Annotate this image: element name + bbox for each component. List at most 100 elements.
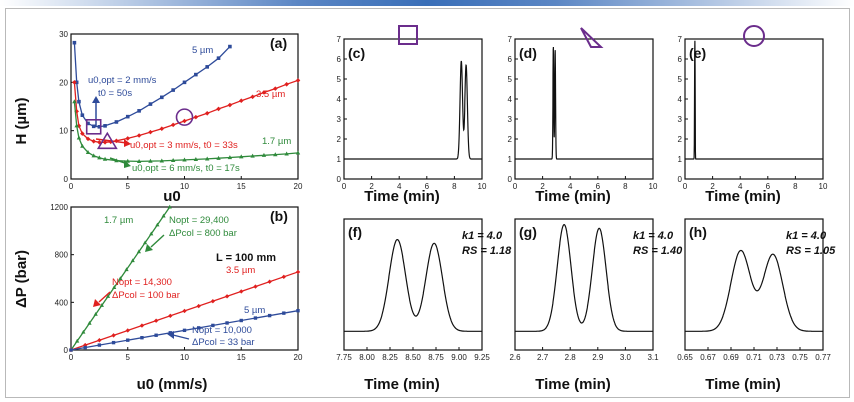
data-point xyxy=(239,289,244,294)
data-point xyxy=(140,336,144,340)
y-tick-label: 7 xyxy=(508,35,513,44)
x-tick-label: 0.69 xyxy=(723,353,739,362)
x-tick-label: 8.50 xyxy=(405,353,421,362)
data-point xyxy=(182,328,187,333)
rs-label-f: RS = 1.18 xyxy=(462,245,512,257)
data-point xyxy=(97,155,102,160)
x-tick-label: 8 xyxy=(793,182,798,191)
nopt-17um: Nopt = 29,400 xyxy=(169,215,229,226)
y-axis-label-b: ΔP (bar) xyxy=(13,250,30,308)
data-point xyxy=(159,158,164,163)
x-tick-label: 0 xyxy=(513,182,518,191)
x-tick-label: 6 xyxy=(425,182,430,191)
circle-symbol-icon xyxy=(743,25,765,47)
data-point xyxy=(282,311,286,315)
data-point xyxy=(86,121,90,126)
x-axis-label-e: Time (min) xyxy=(705,188,781,205)
data-point xyxy=(148,129,153,135)
chart-b: 0 5 10 15 20 0 400 800 1200 (b) ΔP (bar) u0 (mm/… xyxy=(13,203,303,393)
data-point xyxy=(91,153,96,158)
data-point xyxy=(76,135,82,140)
x-tick-label: 8.00 xyxy=(359,353,375,362)
panel-label-h: (h) xyxy=(689,224,707,240)
y-tick-label: 0 xyxy=(64,346,69,355)
t0-5um-label: t0 = 50s xyxy=(98,88,132,99)
header-gradient-bar xyxy=(0,0,854,6)
data-point xyxy=(210,299,216,304)
figure-panel: 0 5 10 15 20 0 10 20 30 (a) H (µm) u0 5 µm 3.5 µ… xyxy=(5,8,850,398)
x-tick-label: 15 xyxy=(237,182,246,191)
arrow-35um-head xyxy=(124,139,131,147)
arrow-b-17um xyxy=(150,234,165,248)
x-axis-label-b: u0 (mm/s) xyxy=(137,376,208,393)
data-point xyxy=(211,323,215,328)
data-point xyxy=(267,279,272,284)
data-point xyxy=(281,274,287,280)
data-point xyxy=(93,311,98,316)
data-point xyxy=(85,136,91,142)
data-point xyxy=(136,158,142,163)
chromatogram-trace-f xyxy=(344,239,482,332)
y-tick-label: 30 xyxy=(59,30,68,39)
data-point xyxy=(72,40,77,45)
axes-frame-g xyxy=(514,218,654,351)
data-point xyxy=(136,249,141,254)
y-tick-label: 2 xyxy=(678,135,683,144)
panel-label-e: (e) xyxy=(689,45,706,61)
data-point xyxy=(261,90,267,95)
x-axis-label-f: Time (min) xyxy=(364,376,440,393)
data-point xyxy=(97,338,102,343)
x-tick-label: 9.00 xyxy=(451,353,467,362)
label-35um-b: 3.5 µm xyxy=(226,265,255,276)
data-point xyxy=(72,80,77,85)
data-point xyxy=(204,110,210,116)
data-point xyxy=(103,124,107,128)
data-point xyxy=(193,157,199,162)
panel-label-b: (b) xyxy=(270,208,288,224)
x-tick-label: 5 xyxy=(126,182,131,191)
y-tick-label: 4 xyxy=(678,95,683,104)
x-tick-label: 7.75 xyxy=(336,353,352,362)
data-point xyxy=(77,99,81,104)
panel-label-d: (d) xyxy=(519,45,537,61)
data-point xyxy=(97,125,102,129)
data-point xyxy=(227,155,233,160)
data-point xyxy=(97,343,102,347)
x-tick-label: 3.0 xyxy=(620,353,632,362)
rs-label-g: RS = 1.40 xyxy=(633,245,683,257)
data-point xyxy=(114,120,119,124)
nopt-5um: Nopt = 10,000 xyxy=(192,325,252,336)
data-point xyxy=(75,338,80,343)
data-point xyxy=(196,303,201,309)
y-tick-label: 1 xyxy=(337,155,342,164)
x-tick-label: 2 xyxy=(540,182,545,191)
uopt-17um-label: u0,opt = 6 mm/s, t0 = 17s xyxy=(132,163,240,174)
x-tick-label: 4 xyxy=(738,182,743,191)
x-tick-label: 10 xyxy=(819,182,828,191)
x-tick-label: 8.75 xyxy=(428,353,444,362)
x-tick-label: 2 xyxy=(710,182,715,191)
data-point xyxy=(238,98,244,103)
y-tick-label: 6 xyxy=(337,55,342,64)
triangle-symbol-icon xyxy=(580,27,604,48)
x-tick-label: 0.77 xyxy=(815,353,831,362)
data-point xyxy=(296,308,300,313)
y-tick-label: 0 xyxy=(64,175,69,184)
x-tick-label: 10 xyxy=(180,182,189,191)
data-point xyxy=(295,78,301,83)
data-point xyxy=(295,150,301,155)
data-point xyxy=(85,150,91,155)
symbol-markers-a xyxy=(85,108,194,150)
y-tick-label: 3 xyxy=(508,115,513,124)
y-tick-label: 10 xyxy=(59,127,68,136)
arrow-b-5um-head xyxy=(167,331,174,339)
data-point xyxy=(137,109,141,113)
x-tick-label: 10 xyxy=(478,182,487,191)
y-axis-label-a: H (µm) xyxy=(13,98,30,145)
y-tick-label: 20 xyxy=(59,78,68,87)
square-marker-icon xyxy=(85,119,102,135)
y-tick-label: 1 xyxy=(508,155,513,164)
chart-e: 0 2 4 6 8 10 0 1 2 3 4 5 6 7 xyxy=(678,35,828,191)
data-point xyxy=(182,157,187,162)
y-tick-label: 5 xyxy=(678,75,683,84)
